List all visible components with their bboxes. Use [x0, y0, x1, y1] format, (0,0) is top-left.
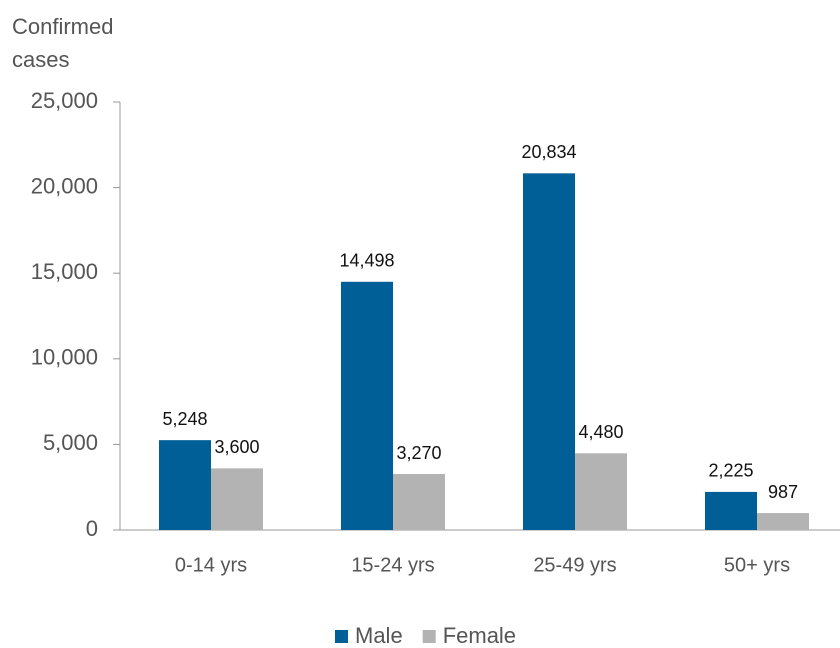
data-label: 5,248 — [162, 409, 207, 429]
y-tick-label: 5,000 — [43, 430, 98, 455]
data-label: 3,600 — [214, 437, 259, 457]
y-axis-title: Confirmed cases — [12, 14, 114, 72]
x-tick-label: 50+ yrs — [724, 554, 790, 576]
bar — [523, 173, 575, 531]
bar — [705, 491, 757, 530]
data-label: 4,480 — [578, 422, 623, 442]
y-tick-label: 15,000 — [31, 259, 98, 284]
legend-label: Female — [443, 623, 516, 648]
y-tick-label: 20,000 — [31, 173, 98, 198]
legend-swatch — [422, 630, 436, 643]
x-tick-label: 25-49 yrs — [533, 554, 616, 576]
data-label: 987 — [768, 482, 798, 502]
x-tick-label: 0-14 yrs — [175, 554, 247, 576]
x-tick-label: 15-24 yrs — [351, 554, 434, 576]
bar — [757, 513, 809, 530]
y-tick-label: 0 — [86, 516, 98, 541]
legend-swatch — [335, 630, 348, 643]
data-label: 3,270 — [396, 443, 441, 463]
data-label: 14,498 — [339, 251, 394, 271]
y-tick-label: 10,000 — [31, 345, 98, 370]
data-label: 2,225 — [708, 461, 753, 481]
bar — [159, 440, 211, 530]
legend-label: Male — [355, 623, 403, 648]
bar — [341, 281, 393, 530]
bar — [575, 453, 627, 530]
data-label: 20,834 — [521, 142, 576, 162]
y-tick-label: 25,000 — [31, 88, 98, 113]
bar — [211, 468, 263, 530]
bar — [393, 474, 445, 530]
